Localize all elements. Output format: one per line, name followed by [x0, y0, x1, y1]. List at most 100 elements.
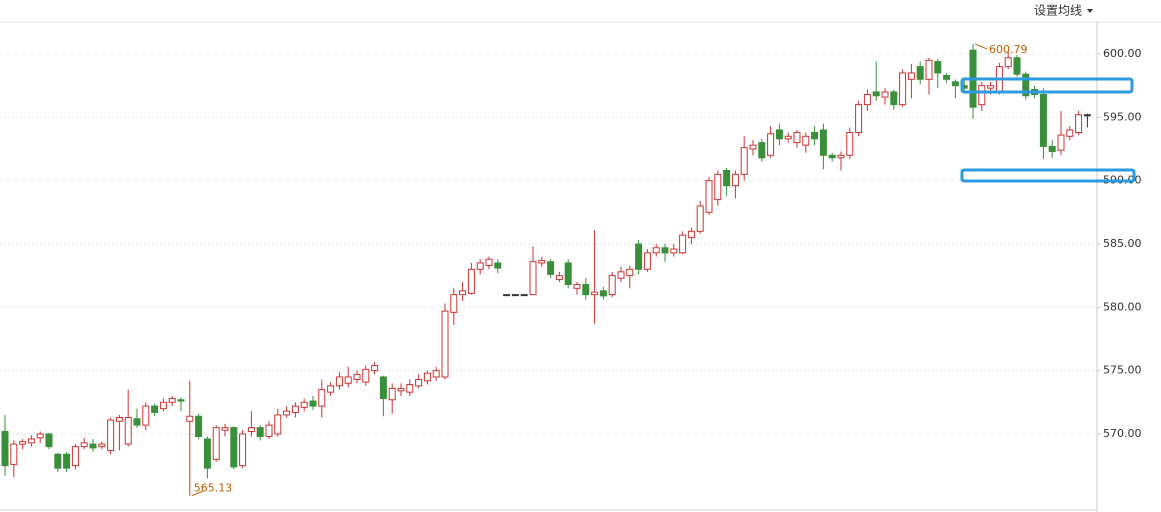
- candle-body: [855, 104, 863, 133]
- candle-body: [802, 135, 810, 146]
- candle-body: [573, 284, 581, 289]
- candle-body: [1004, 57, 1012, 68]
- candle-body: [1048, 145, 1056, 152]
- y-tick-label: 575.00: [1103, 364, 1142, 377]
- candle-body: [256, 427, 264, 438]
- candle-body: [239, 433, 247, 467]
- candle-body: [890, 91, 898, 106]
- candle-body: [916, 66, 924, 80]
- candle-body: [819, 129, 827, 156]
- candle-body: [1013, 57, 1021, 75]
- candle-body: [362, 368, 370, 383]
- candle-body: [459, 290, 467, 296]
- candle-body: [846, 131, 854, 156]
- candle-body: [406, 384, 414, 393]
- candle-body: [335, 376, 343, 387]
- candle-body: [582, 284, 590, 296]
- candle-body: [107, 419, 115, 451]
- candle-body: [652, 247, 660, 254]
- candle-body: [555, 275, 563, 280]
- candle-body: [907, 72, 915, 80]
- candle-body: [758, 142, 766, 159]
- candle-body: [828, 154, 836, 159]
- candle-body: [767, 133, 775, 156]
- candle-body: [344, 376, 352, 384]
- candle-body: [115, 417, 123, 422]
- candle-body: [547, 261, 555, 275]
- candle-body: [1075, 114, 1083, 133]
- candle-body: [925, 59, 933, 80]
- candle-body: [27, 438, 35, 444]
- candle-body: [467, 268, 475, 294]
- candle-body: [353, 373, 361, 381]
- annotation-arrow: [191, 490, 204, 497]
- candle-body: [679, 234, 687, 254]
- candle-body: [1066, 129, 1074, 137]
- candle-body: [71, 446, 79, 467]
- candle-body: [432, 370, 440, 378]
- dropdown-arrow[interactable]: [1087, 9, 1093, 13]
- candle-body: [186, 415, 194, 422]
- candle-body: [494, 262, 502, 269]
- candle-body: [124, 417, 132, 445]
- plot-area: 570.00575.00580.00585.00590.00595.00600.…: [0, 43, 1142, 497]
- candle-body: [1083, 114, 1091, 117]
- candle-body: [89, 443, 97, 449]
- candle-body: [80, 442, 88, 448]
- candle-body: [608, 275, 616, 296]
- y-tick-label: 595.00: [1103, 110, 1142, 123]
- candle-body: [441, 310, 449, 378]
- candle-body: [591, 291, 599, 296]
- candle-body: [36, 433, 44, 439]
- candle-body: [1039, 93, 1047, 147]
- candle-body: [670, 248, 678, 254]
- candle-body: [98, 443, 106, 448]
- candle-body: [212, 427, 220, 460]
- high-annotation: 600.79: [989, 43, 1028, 56]
- candle-body: [265, 424, 273, 438]
- candle-body: [775, 129, 783, 140]
- low-annotation: 565.13: [194, 482, 233, 495]
- candle-body: [371, 365, 379, 372]
- candle-body: [943, 74, 951, 80]
- candle-body: [318, 389, 326, 407]
- candle-body: [221, 427, 229, 431]
- candle-body: [1022, 73, 1030, 97]
- y-tick-label: 600.00: [1103, 47, 1142, 60]
- candle-body: [485, 258, 493, 267]
- candle-body: [503, 294, 511, 297]
- candle-body: [195, 415, 203, 438]
- candle-body: [397, 387, 405, 392]
- candle-body: [1, 430, 9, 467]
- candle-body: [177, 399, 185, 402]
- candle-body: [687, 230, 695, 239]
- candle-body: [291, 405, 299, 413]
- candle-body: [63, 453, 71, 469]
- candle-body: [863, 93, 871, 106]
- candle-body: [300, 401, 308, 408]
- y-tick-label: 570.00: [1103, 427, 1142, 440]
- candle-body: [450, 294, 458, 313]
- toolbar-label[interactable]: 设置均线: [1034, 4, 1082, 18]
- candle-body: [749, 144, 757, 150]
- candle-body: [327, 385, 335, 393]
- candle-body: [511, 294, 519, 297]
- candle-body: [934, 61, 942, 74]
- candle-body: [731, 173, 739, 187]
- candle-body: [10, 443, 18, 465]
- candle-body: [19, 441, 27, 445]
- candle-body: [872, 91, 880, 97]
- candle-body: [309, 400, 317, 407]
- candle-body: [520, 294, 528, 297]
- candle-body: [538, 259, 546, 264]
- candle-body: [899, 72, 907, 106]
- candle-body: [274, 414, 282, 435]
- candle-body: [714, 173, 722, 201]
- candle-body: [978, 85, 986, 106]
- candle-body: [987, 85, 995, 89]
- candle-body: [45, 433, 53, 448]
- candle-body: [661, 247, 669, 254]
- candle-body: [168, 398, 176, 403]
